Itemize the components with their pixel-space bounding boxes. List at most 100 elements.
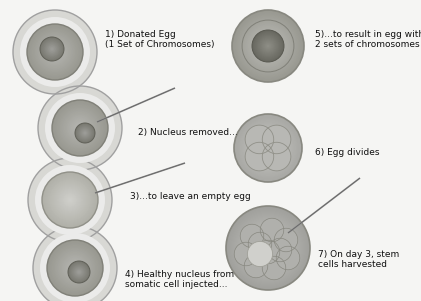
Circle shape: [260, 218, 284, 242]
Circle shape: [56, 248, 95, 287]
Circle shape: [79, 127, 81, 129]
Circle shape: [71, 264, 87, 280]
Circle shape: [31, 28, 79, 76]
Circle shape: [249, 129, 287, 167]
Circle shape: [62, 255, 88, 281]
Text: 2) Nucleus removed...: 2) Nucleus removed...: [138, 128, 238, 137]
Circle shape: [43, 39, 68, 65]
Circle shape: [53, 246, 97, 290]
Circle shape: [29, 26, 81, 78]
Circle shape: [45, 42, 65, 62]
Circle shape: [73, 266, 85, 278]
Circle shape: [77, 125, 93, 141]
Circle shape: [245, 23, 291, 69]
Circle shape: [257, 35, 279, 57]
Circle shape: [256, 240, 280, 264]
Circle shape: [265, 245, 271, 251]
Circle shape: [237, 15, 299, 77]
Circle shape: [245, 125, 274, 154]
Circle shape: [58, 106, 102, 150]
Circle shape: [242, 222, 294, 274]
Circle shape: [80, 128, 90, 138]
Circle shape: [252, 132, 284, 164]
Circle shape: [248, 129, 288, 168]
Circle shape: [256, 136, 280, 160]
Circle shape: [237, 117, 298, 178]
Circle shape: [256, 237, 280, 259]
Circle shape: [40, 233, 110, 301]
Circle shape: [248, 228, 288, 268]
Circle shape: [266, 146, 270, 150]
Circle shape: [234, 114, 302, 182]
Circle shape: [47, 44, 63, 60]
Circle shape: [261, 39, 275, 53]
Circle shape: [74, 266, 85, 278]
Circle shape: [48, 241, 101, 295]
Circle shape: [227, 207, 309, 289]
Circle shape: [74, 267, 84, 277]
Circle shape: [45, 42, 59, 56]
Text: 7) On day 3, stem
cells harvested: 7) On day 3, stem cells harvested: [318, 250, 399, 269]
Circle shape: [76, 124, 84, 132]
Circle shape: [253, 32, 282, 61]
Circle shape: [242, 122, 294, 174]
Circle shape: [235, 115, 301, 181]
Circle shape: [28, 25, 82, 79]
Circle shape: [49, 179, 91, 221]
Circle shape: [46, 176, 94, 224]
Circle shape: [66, 259, 84, 277]
Circle shape: [262, 40, 274, 51]
Circle shape: [45, 175, 95, 225]
Circle shape: [43, 40, 67, 64]
Circle shape: [68, 116, 92, 140]
Circle shape: [250, 130, 286, 166]
Circle shape: [75, 268, 83, 276]
Circle shape: [72, 119, 88, 136]
Circle shape: [48, 178, 92, 222]
Circle shape: [244, 22, 292, 70]
Circle shape: [238, 118, 298, 178]
Circle shape: [255, 33, 281, 59]
Circle shape: [258, 138, 278, 158]
Circle shape: [238, 17, 298, 76]
Circle shape: [228, 208, 308, 288]
Circle shape: [77, 270, 81, 274]
Circle shape: [41, 38, 63, 60]
Text: 5)...to result in egg with
2 sets of chromosomes: 5)...to result in egg with 2 sets of chr…: [315, 30, 421, 49]
Circle shape: [57, 105, 103, 151]
Circle shape: [51, 48, 59, 55]
Circle shape: [69, 262, 80, 274]
Circle shape: [67, 115, 93, 141]
Circle shape: [244, 124, 292, 172]
Circle shape: [243, 21, 293, 71]
Circle shape: [51, 244, 99, 293]
Circle shape: [260, 38, 276, 54]
Circle shape: [37, 34, 73, 70]
Circle shape: [53, 50, 57, 54]
Circle shape: [65, 113, 95, 143]
Circle shape: [63, 111, 97, 145]
Circle shape: [81, 129, 89, 137]
Circle shape: [263, 243, 273, 253]
Circle shape: [40, 37, 70, 67]
Circle shape: [248, 26, 288, 65]
Circle shape: [233, 11, 303, 81]
Circle shape: [248, 232, 272, 256]
Circle shape: [51, 48, 59, 56]
Circle shape: [69, 263, 88, 281]
Circle shape: [46, 43, 64, 61]
Circle shape: [43, 39, 61, 59]
Circle shape: [48, 178, 91, 222]
Circle shape: [258, 36, 278, 56]
Circle shape: [67, 260, 83, 276]
Circle shape: [36, 33, 74, 71]
Circle shape: [35, 33, 75, 72]
Circle shape: [77, 125, 83, 132]
Circle shape: [65, 195, 75, 205]
Circle shape: [72, 265, 85, 279]
Circle shape: [261, 40, 274, 52]
Circle shape: [261, 241, 275, 255]
Circle shape: [72, 265, 78, 272]
Circle shape: [32, 29, 77, 74]
Circle shape: [247, 227, 289, 269]
